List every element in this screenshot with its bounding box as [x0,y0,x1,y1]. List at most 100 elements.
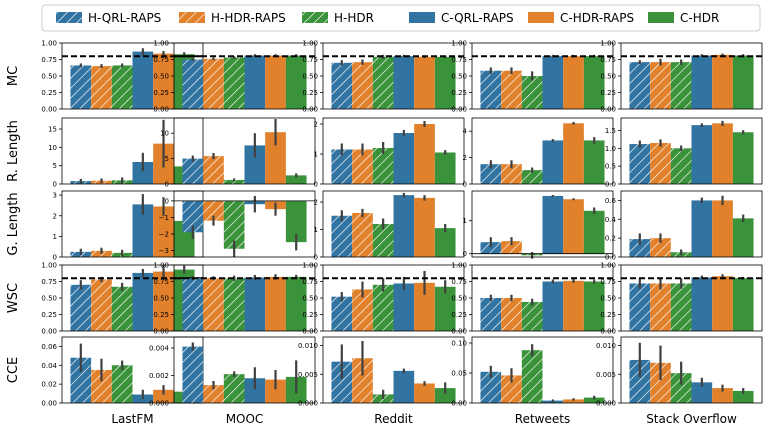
bar-c-hdr-raps [153,389,174,403]
bar-h-hdr [521,350,543,403]
bar-h-qrl-raps [182,200,204,233]
bar-c-qrl-raps [393,370,415,403]
panel-mc-mooc: 0.00 0.25 0.50 0.75 1.00 [153,40,316,114]
bar-h-qrl-raps [480,298,502,331]
legend-label: C-HDR-RAPS [560,11,634,25]
bar-h-qrl-raps [70,357,92,403]
bar-h-hdr-raps [352,289,373,331]
row-labels: MC R. Length G. Length WSC CCE [6,66,21,383]
column-label: LastFM [111,412,153,426]
bar-c-hdr-raps [414,282,435,331]
y-tick-label: 0.25 [302,311,318,319]
bar-c-hdr [434,286,456,331]
panel-g-length-lastfm: 0 1 2 3 [53,190,204,262]
legend-label: H-HDR-RAPS [211,11,286,25]
panel-g-length-reddit: 0 1 2 [314,190,465,262]
bar-c-qrl-raps [691,125,713,184]
bar-h-hdr-raps [352,213,373,257]
y-tick-label: 0.25 [600,311,616,319]
bar-c-hdr-raps [265,132,286,184]
bar-h-hdr-raps [91,279,112,331]
bar-c-hdr-raps [265,276,286,331]
legend-entry: C-HDR-RAPS [528,11,634,25]
y-tick-label: 0.25 [153,89,169,97]
bar-c-qrl-raps [691,55,713,109]
y-tick-label: 0.25 [41,311,57,319]
panel-frame [322,117,465,185]
bar-h-hdr-raps [352,149,373,184]
bar-h-qrl-raps [331,215,353,257]
y-tick-label: 0.00 [41,400,57,408]
y-tick-label: 0.04 [41,362,57,370]
y-tick-label: 0 [53,254,57,262]
y-tick-label: 0.00 [451,328,467,336]
y-tick-label: 0.75 [153,278,169,286]
bar-c-hdr-raps [712,276,733,331]
legend-entry: C-HDR [648,11,719,25]
bar-h-hdr-raps [352,62,373,109]
bar-h-qrl-raps [629,62,651,109]
y-tick-label: 0.000 [149,400,169,408]
bar-h-hdr-raps [203,156,224,184]
bar-c-hdr [732,132,754,184]
bar-c-qrl-raps [542,56,564,109]
y-tick-label: 2 [463,154,467,162]
panel-frame [61,117,204,185]
panel-frame [620,264,763,332]
panel-cce-lastfm: 0.00 0.02 0.04 0.06 [41,336,204,408]
bar-h-hdr [111,365,133,403]
y-tick-label: 0.50 [41,73,57,81]
y-tick-label: 0.25 [451,311,467,319]
y-tick-label: −3 [159,247,169,255]
y-tick-label: 0 [53,181,57,189]
y-tick-label: 0.00 [41,106,57,114]
row-label: MC [6,66,21,86]
y-tick-label: 0.50 [600,73,616,81]
bar-h-hdr [372,148,394,184]
bar-h-hdr-raps [91,66,112,109]
bar-c-hdr [285,55,307,109]
y-tick-label: 0.005 [596,371,616,379]
bar-c-hdr [732,390,754,403]
y-tick-label: 0.75 [600,278,616,286]
panel-frame [471,264,614,332]
y-tick-label: 5 [165,155,169,163]
bar-c-hdr [732,218,754,257]
bar-c-qrl-raps [691,277,713,331]
panel-g-length-mooc: −3 −2 −1 0 [159,190,316,258]
bar-c-hdr [583,140,605,184]
y-tick-label: 0.005 [298,371,318,379]
bar-c-hdr-raps [153,53,174,109]
y-tick-label: 0.25 [153,311,169,319]
y-tick-label: 0.00 [600,106,616,114]
legend-entry: H-HDR-RAPS [179,11,286,25]
legend-label: C-HDR [680,11,719,25]
bar-c-hdr-raps [414,124,435,184]
y-tick-label: 1.00 [451,262,467,270]
y-tick-label: 0.0 [605,181,616,189]
bar-h-hdr [372,56,394,109]
y-tick-label: 0.75 [302,278,318,286]
y-tick-label: 0.50 [41,295,57,303]
bar-h-hdr [223,278,245,331]
bar-h-hdr [670,148,692,184]
y-tick-label: 2 [53,212,57,220]
bar-c-hdr [434,152,456,184]
y-tick-label: 0.50 [451,73,467,81]
bar-c-hdr [285,175,307,184]
panel-mc-reddit: 0.00 0.25 0.50 0.75 1.00 [302,40,465,114]
y-tick-label: 0.25 [41,89,57,97]
bar-h-hdr [223,179,245,184]
y-tick-label: 0.75 [302,56,318,64]
y-tick-label: 1.0 [605,145,616,153]
bar-c-hdr [285,276,307,331]
bar-c-qrl-raps [244,378,266,403]
panel-r-length-retweets: 0 2 4 [463,117,614,189]
legend-swatch [302,12,328,23]
bar-h-hdr-raps [203,278,224,331]
bar-c-qrl-raps [542,140,564,184]
y-tick-label: 0.02 [41,381,57,389]
panel-cce-retweets: 0.00 0.05 0.10 [451,336,614,408]
y-tick-label: 0.50 [600,295,616,303]
bar-h-hdr [521,301,543,331]
